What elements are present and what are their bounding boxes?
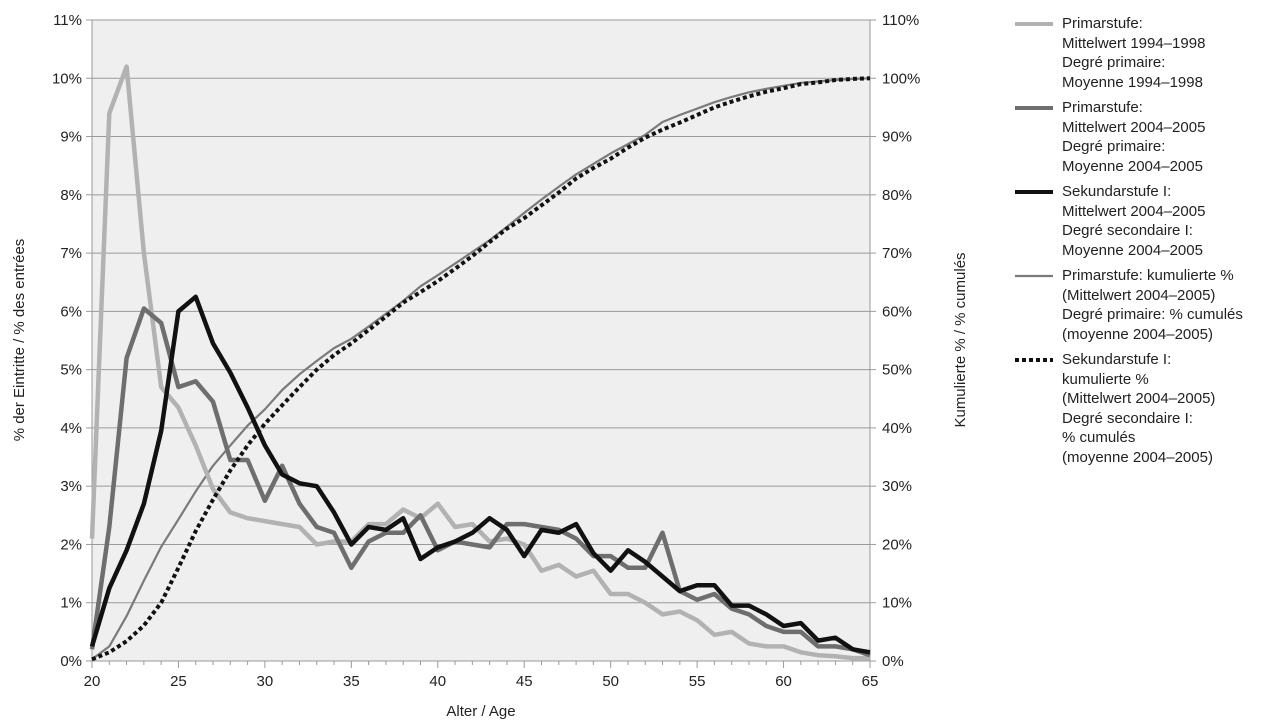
legend-label: Sekundarstufe I: Mittelwert 2004–2005 De… (1062, 183, 1206, 259)
y-tick-label-right: 90% (882, 129, 912, 146)
legend-label: Primarstufe: Mittelwert 2004–2005 Degré … (1062, 99, 1206, 175)
x-tick-label: 50 (602, 673, 619, 690)
gridlines (86, 19, 876, 662)
x-tick-label: 45 (516, 673, 533, 690)
y-tick-label-left: 0% (60, 653, 82, 670)
y-tick-label-left: 9% (60, 129, 82, 146)
y-tick-label-left: 4% (60, 420, 82, 437)
y-tick-label-right: 20% (882, 536, 912, 553)
x-tick-label: 65 (862, 673, 879, 690)
x-axis-title: Alter / Age (446, 703, 515, 720)
y-tick-label-right: 0% (882, 653, 904, 670)
legend-item-primary-2004-2005: Primarstufe: Mittelwert 2004–2005 Degré … (1015, 98, 1283, 176)
x-tick-label: 40 (429, 673, 446, 690)
legend-swatch (1015, 106, 1053, 110)
legend-swatch (1015, 22, 1053, 26)
right-y-axis-ticks: 0% 10% 20% 30% 40% 50% 60% 70% 80% 90% 100% 110% (882, 12, 920, 670)
y-tick-label-right: 110% (882, 12, 919, 29)
legend-swatch (1015, 190, 1053, 194)
plot-area (91, 19, 871, 662)
x-tick-label: 55 (689, 673, 706, 690)
x-tick-label: 20 (84, 673, 101, 690)
legend-item-secondary-2004-2005: Sekundarstufe I: Mittelwert 2004–2005 De… (1015, 182, 1283, 260)
legend-item-primary-cumulative: Primarstufe: kumulierte % (Mittelwert 20… (1015, 266, 1283, 344)
y-tick-label-right: 60% (882, 303, 912, 320)
legend: Primarstufe: Mittelwert 1994–1998 Degré … (1015, 14, 1283, 473)
y-tick-label-left: 6% (60, 303, 82, 320)
y-tick-label-right: 40% (882, 420, 912, 437)
y-tick-label-right: 50% (882, 362, 912, 379)
x-tick-label: 30 (257, 673, 274, 690)
legend-label: Sekundarstufe I: kumulierte % (Mittelwer… (1062, 351, 1216, 466)
legend-swatch (1015, 274, 1053, 278)
legend-swatch (1015, 358, 1053, 362)
y-tick-label-left: 8% (60, 187, 82, 204)
legend-item-primary-1994-1998: Primarstufe: Mittelwert 1994–1998 Degré … (1015, 14, 1283, 92)
x-axis-ticks: 20 25 30 35 40 45 50 55 60 65 (84, 661, 879, 690)
left-y-axis-ticks: 0% 1% 2% 3% 4% 5% 6% 7% 8% 9% 10% 11% (52, 12, 82, 670)
series-lines (89, 64, 871, 662)
x-tick-label: 60 (775, 673, 792, 690)
y-tick-label-left: 5% (60, 362, 82, 379)
series-line-1 (89, 306, 871, 658)
legend-label: Primarstufe: Mittelwert 1994–1998 Degré … (1062, 15, 1206, 91)
series-line-4 (91, 76, 871, 662)
line-chart: 20 25 30 35 40 45 50 55 60 65 0% 1% 2% 3% 4% 5% 6% 7% 8% 9… (11, 12, 969, 720)
legend-label: Primarstufe: kumulierte % (Mittelwert 20… (1062, 267, 1243, 343)
x-tick-label: 25 (170, 673, 187, 690)
legend-item-secondary-cumulative: Sekundarstufe I: kumulierte % (Mittelwer… (1015, 350, 1283, 467)
y-tick-label-left: 11% (53, 12, 82, 29)
y-tick-label-left: 1% (60, 595, 82, 612)
y-tick-label-left: 7% (60, 245, 82, 262)
left-y-axis-title: % der Eintritte / % des entrées (11, 239, 28, 442)
y-tick-label-left: 10% (52, 70, 82, 87)
right-y-axis-title: Kumulierte % / % cumulés (952, 252, 969, 427)
y-tick-label-left: 2% (60, 536, 82, 553)
series-line-3 (91, 77, 871, 661)
series-line-2 (89, 294, 871, 655)
x-tick-label: 35 (343, 673, 360, 690)
series-line-0 (89, 64, 870, 661)
y-tick-label-right: 80% (882, 187, 912, 204)
y-tick-label-left: 3% (60, 478, 82, 495)
y-tick-label-right: 30% (882, 478, 912, 495)
y-tick-label-right: 10% (882, 595, 912, 612)
y-tick-label-right: 100% (882, 70, 920, 87)
y-tick-label-right: 70% (882, 245, 912, 262)
